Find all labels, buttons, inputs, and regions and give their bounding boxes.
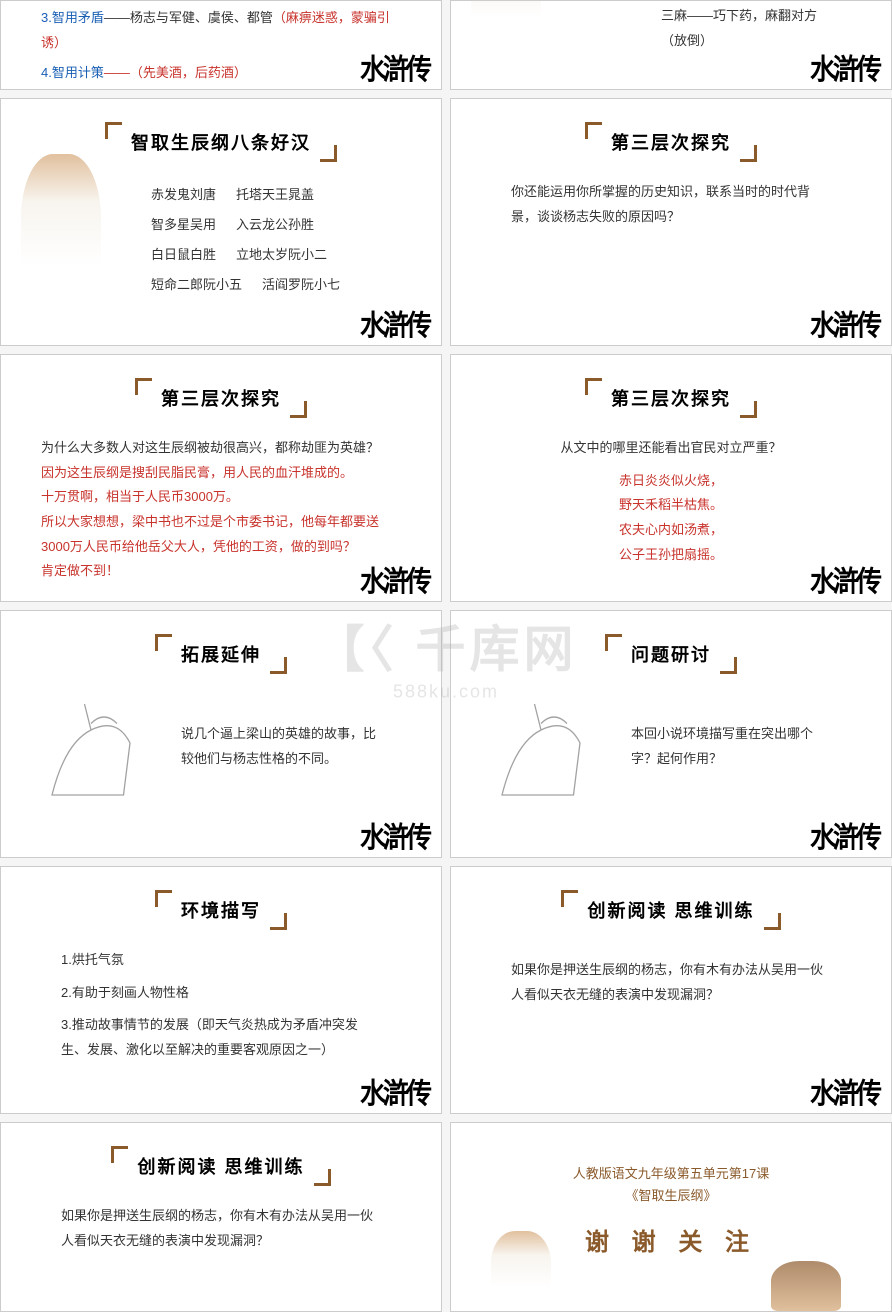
s2-line1: 三麻——巧下药，麻翻对方（放倒） [661, 4, 831, 53]
logo-icon: 水滸传 [810, 58, 879, 82]
s5-q: 为什么大多数人对这生辰纲被劫很高兴，都称劫匪为英雄？ [41, 436, 401, 461]
s7-title: 拓展延伸 [181, 645, 261, 665]
s1-red4: ——（先美酒，后药酒） [104, 65, 247, 80]
horse-illustration [26, 691, 156, 821]
slide-5-content: 为什么大多数人对这生辰纲被劫很高兴，都称劫匪为英雄？ 因为这生辰纲是搜刮民脂民膏… [21, 436, 421, 584]
name-1-0: 智多星吴用 [151, 210, 216, 240]
s1-blue3: 智用矛盾 [52, 10, 104, 25]
logo-icon: 水滸传 [810, 570, 879, 594]
slide-10-title: 创新阅读 思维训练 [471, 892, 871, 928]
s1-black3: ——杨志与军健、虞侯、都管 [104, 10, 273, 25]
figure-scholar [21, 154, 101, 314]
s5-a3: 所以大家想想，梁中书也不过是个市委书记，他每年都要送3000万人民币给他岳父大人… [41, 510, 401, 559]
slide-11-content: 如果你是押送生辰纲的杨志，你有木有办法从吴用一伙人看似天衣无缝的表演中发现漏洞？ [21, 1204, 421, 1253]
name-3-0: 短命二郎阮小五 [151, 270, 242, 300]
s9-i3: 3.推动故事情节的发展（即天气炎热成为矛盾冲突发生、发展、激化以至解决的重要客观… [61, 1013, 381, 1062]
slide-12: 人教版语文九年级第五单元第17课 《智取生辰纲》 谢 谢 关 注 [450, 1122, 892, 1312]
logo-icon: 水滸传 [360, 570, 429, 594]
figure-scholar-left [491, 1231, 551, 1311]
s6-p4: 公子王孙把扇摇。 [511, 543, 831, 568]
s3-title: 智取生辰纲八条好汉 [131, 133, 311, 153]
slide-7: 拓展延伸 说几个逼上梁山的英雄的故事，比较他们与杨志性格的不同。 水滸传 [0, 610, 442, 858]
slide-9-content: 1.烘托气氛 2.有助于刻画人物性格 3.推动故事情节的发展（即天气炎热成为矛盾… [21, 948, 421, 1063]
s12-sub1: 人教版语文九年级第五单元第17课 [471, 1163, 871, 1185]
horse-illustration [476, 691, 606, 821]
slide-7-content: 说几个逼上梁山的英雄的故事，比较他们与杨志性格的不同。 [141, 722, 421, 771]
slide-2-content: 三麻——巧下药，麻翻对方（放倒） [621, 4, 871, 53]
slide-1: 3.智用矛盾——杨志与军健、虞侯、都管（麻痹迷惑，蒙骗引诱） 4.智用计策——（… [0, 0, 442, 90]
slide-5: 第三层次探究 为什么大多数人对这生辰纲被劫很高兴，都称劫匪为英雄？ 因为这生辰纲… [0, 354, 442, 602]
names-grid: 赤发鬼刘唐托塔天王晁盖 智多星吴用入云龙公孙胜 白日鼠白胜立地太岁阮小二 短命二… [151, 180, 421, 300]
s9-i1: 1.烘托气氛 [61, 948, 381, 973]
slide-7-title: 拓展延伸 [21, 636, 421, 672]
s6-q: 从文中的哪里还能看出官民对立严重？ [511, 436, 831, 461]
logo-icon: 水滸传 [360, 1082, 429, 1106]
logo-icon: 水滸传 [360, 826, 429, 850]
slide-6: 第三层次探究 从文中的哪里还能看出官民对立严重？ 赤日炎炎似火烧， 野天禾稻半枯… [450, 354, 892, 602]
s1-num4: 4. [41, 65, 52, 80]
s4-title: 第三层次探究 [611, 133, 731, 153]
s10-title: 创新阅读 思维训练 [587, 901, 754, 921]
slide-5-title: 第三层次探究 [21, 380, 421, 416]
slide-8-title: 问题研讨 [471, 636, 871, 672]
s5-a2: 十万贯啊，相当于人民币3000万。 [41, 485, 401, 510]
slide-3: 智取生辰纲八条好汉 赤发鬼刘唐托塔天王晁盖 智多星吴用入云龙公孙胜 白日鼠白胜立… [0, 98, 442, 346]
logo-icon: 水滸传 [360, 314, 429, 338]
slide-4: 第三层次探究 你还能运用你所掌握的历史知识，联系当时的时代背景，谈谈杨志失败的原… [450, 98, 892, 346]
s6-title: 第三层次探究 [611, 389, 731, 409]
slide-10-content: 如果你是押送生辰纲的杨志，你有木有办法从吴用一伙人看似天衣无缝的表演中发现漏洞？ [471, 958, 871, 1007]
figure-bottom-right [771, 1261, 841, 1311]
name-0-0: 赤发鬼刘唐 [151, 180, 216, 210]
slide-11: 创新阅读 思维训练 如果你是押送生辰纲的杨志，你有木有办法从吴用一伙人看似天衣无… [0, 1122, 442, 1312]
slide-6-content: 从文中的哪里还能看出官民对立严重？ 赤日炎炎似火烧， 野天禾稻半枯焦。 农夫心内… [471, 436, 871, 567]
slide-4-title: 第三层次探究 [471, 124, 871, 160]
s5-a4: 肯定做不到！ [41, 559, 401, 584]
s9-title: 环境描写 [181, 901, 261, 921]
s9-i2: 2.有助于刻画人物性格 [61, 981, 381, 1006]
s1-num3: 3. [41, 10, 52, 25]
s6-p2: 野天禾稻半枯焦。 [511, 493, 831, 518]
s5-title: 第三层次探究 [161, 389, 281, 409]
slide-4-content: 你还能运用你所掌握的历史知识，联系当时的时代背景，谈谈杨志失败的原因吗？ [471, 180, 871, 229]
slide-8-content: 本回小说环境描写重在突出哪个字？起何作用？ [591, 722, 871, 771]
s8-title: 问题研讨 [631, 645, 711, 665]
logo-icon: 水滸传 [810, 826, 879, 850]
name-3-1: 活阎罗阮小七 [262, 270, 340, 300]
s5-a1: 因为这生辰纲是搜刮民脂民膏，用人民的血汗堆成的。 [41, 461, 401, 486]
s6-p1: 赤日炎炎似火烧， [511, 469, 831, 494]
slide-6-title: 第三层次探究 [471, 380, 871, 416]
s6-p3: 农夫心内如汤煮， [511, 518, 831, 543]
s1-blue4: 智用计策 [52, 65, 104, 80]
slide-9-title: 环境描写 [21, 892, 421, 928]
name-2-1: 立地太岁阮小二 [236, 240, 327, 270]
slide-10: 创新阅读 思维训练 如果你是押送生辰纲的杨志，你有木有办法从吴用一伙人看似天衣无… [450, 866, 892, 1114]
name-0-1: 托塔天王晁盖 [236, 180, 314, 210]
name-1-1: 入云龙公孙胜 [236, 210, 314, 240]
logo-icon: 水滸传 [360, 58, 429, 82]
s11-title: 创新阅读 思维训练 [137, 1157, 304, 1177]
slide-11-title: 创新阅读 思维训练 [21, 1148, 421, 1184]
slide-2: 三麻——巧下药，麻翻对方（放倒） 水滸传 [450, 0, 892, 90]
logo-icon: 水滸传 [810, 314, 879, 338]
slide-8: 问题研讨 本回小说环境描写重在突出哪个字？起何作用？ 水滸传 [450, 610, 892, 858]
figure-partial [471, 0, 541, 41]
slide-9: 环境描写 1.烘托气氛 2.有助于刻画人物性格 3.推动故事情节的发展（即天气炎… [0, 866, 442, 1114]
slides-grid: 3.智用矛盾——杨志与军健、虞侯、都管（麻痹迷惑，蒙骗引诱） 4.智用计策——（… [0, 0, 892, 1312]
logo-icon: 水滸传 [810, 1082, 879, 1106]
name-2-0: 白日鼠白胜 [151, 240, 216, 270]
s12-sub2: 《智取生辰纲》 [471, 1185, 871, 1207]
